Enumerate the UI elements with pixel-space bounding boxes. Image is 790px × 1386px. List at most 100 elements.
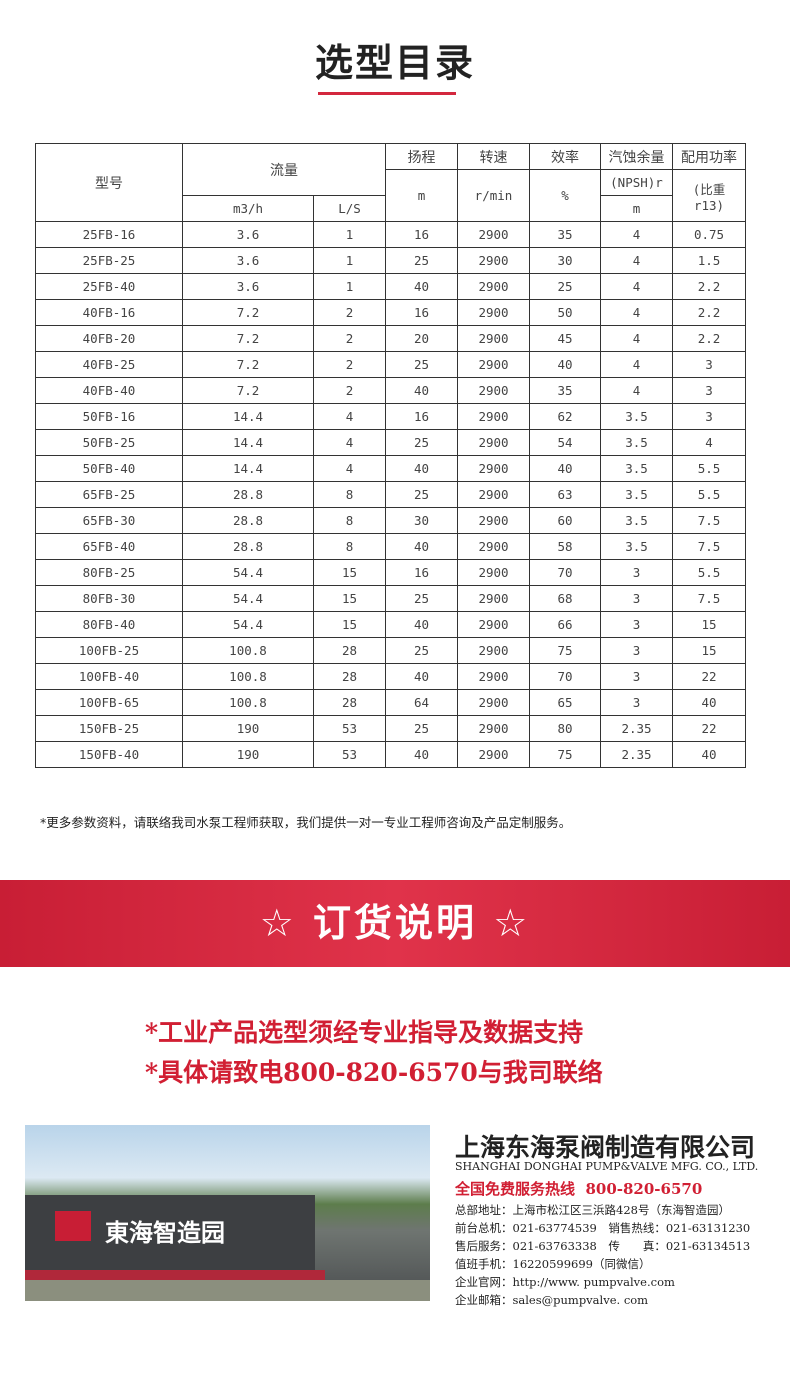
table-cell: 3.6 (182, 221, 314, 248)
table-cell: 2900 (457, 221, 530, 248)
table-cell: 65FB-25 (35, 481, 183, 508)
flower-bed (25, 1270, 325, 1280)
table-cell: 28 (313, 689, 386, 716)
header-efficiency: 效率 (529, 143, 601, 170)
table-cell: 20 (385, 325, 458, 352)
front-desk: 前台总机：021-63774539 销售热线：021-63131230 (455, 1221, 751, 1235)
table-cell: 2 (313, 351, 386, 378)
table-cell: 5.5 (672, 455, 746, 482)
table-cell: 7.2 (182, 299, 314, 326)
table-cell: 16 (385, 403, 458, 430)
header-npsh-unit: m (600, 195, 673, 222)
table-cell: 16 (385, 299, 458, 326)
table-cell: 65FB-30 (35, 507, 183, 534)
table-cell: 150FB-25 (35, 715, 183, 742)
header-power-sub: (比重r13) (672, 169, 746, 222)
table-cell: 40 (385, 741, 458, 768)
table-cell: 4 (600, 325, 673, 352)
table-cell: 28.8 (182, 533, 314, 560)
table-cell: 15 (313, 585, 386, 612)
header-npsh-sub: (NPSH)r (600, 169, 673, 196)
table-cell: 3.5 (600, 533, 673, 560)
table-cell: 40 (385, 611, 458, 638)
table-cell: 4 (600, 221, 673, 248)
table-cell: 4 (600, 247, 673, 274)
table-cell: 30 (529, 247, 601, 274)
table-cell: 28 (313, 663, 386, 690)
table-row: 25FB-16 3.6 1 16 2900 35 4 0.75 (35, 221, 746, 248)
header-speed-unit: r/min (457, 169, 530, 222)
selection-table: 型号 流量 扬程 转速 效率 汽蚀余量 配用功率 m r/min % (NPSH… (35, 143, 746, 768)
table-cell: 100.8 (182, 663, 314, 690)
company-logo-icon (55, 1211, 91, 1241)
table-cell: 54 (529, 429, 601, 456)
table-cell: 150FB-40 (35, 741, 183, 768)
footnote: *更多参数资料，请联络我司水泵工程师获取，我们提供一对一专业工程师咨询及产品定制… (40, 815, 572, 830)
table-cell: 4 (313, 403, 386, 430)
header-eff-unit: % (529, 169, 601, 222)
table-cell: 25 (385, 351, 458, 378)
company-name: 上海东海泵阀制造有限公司 (455, 1133, 756, 1162)
table-cell: 3.6 (182, 273, 314, 300)
table-row: 150FB-40 190 53 40 2900 75 2.35 40 (35, 741, 746, 768)
table-cell: 80 (529, 715, 601, 742)
table-cell: 2900 (457, 637, 530, 664)
table-cell: 16 (385, 559, 458, 586)
table-cell: 25FB-16 (35, 221, 183, 248)
table-cell: 4 (672, 429, 746, 456)
header-head: 扬程 (385, 143, 458, 170)
table-cell: 5.5 (672, 481, 746, 508)
table-cell: 2900 (457, 481, 530, 508)
table-cell: 40 (385, 377, 458, 404)
website[interactable]: 企业官网：http://www. pumpvalve.com (455, 1275, 675, 1289)
email[interactable]: 企业邮箱：sales@pumpvalve. com (455, 1293, 649, 1307)
table-cell: 75 (529, 637, 601, 664)
table-cell: 3 (672, 351, 746, 378)
table-row: 50FB-16 14.4 4 16 2900 62 3.5 3 (35, 403, 746, 430)
table-cell: 60 (529, 507, 601, 534)
table-cell: 3 (672, 403, 746, 430)
table-row: 80FB-25 54.4 15 16 2900 70 3 5.5 (35, 559, 746, 586)
ground (25, 1280, 430, 1301)
title-underline (318, 92, 456, 95)
table-cell: 3.5 (600, 403, 673, 430)
table-cell: 40FB-40 (35, 377, 183, 404)
table-row: 40FB-16 7.2 2 16 2900 50 4 2.2 (35, 299, 746, 326)
table-cell: 2900 (457, 247, 530, 274)
table-row: 150FB-25 190 53 25 2900 80 2.35 22 (35, 715, 746, 742)
table-cell: 70 (529, 559, 601, 586)
table-cell: 3 (600, 559, 673, 586)
table-cell: 2900 (457, 741, 530, 768)
table-cell: 15 (672, 637, 746, 664)
table-cell: 2900 (457, 351, 530, 378)
table-cell: 7.5 (672, 533, 746, 560)
table-cell: 8 (313, 507, 386, 534)
table-row: 50FB-25 14.4 4 25 2900 54 3.5 4 (35, 429, 746, 456)
table-row: 65FB-30 28.8 8 30 2900 60 3.5 7.5 (35, 507, 746, 534)
table-cell: 100FB-40 (35, 663, 183, 690)
table-cell: 100FB-65 (35, 689, 183, 716)
header-speed: 转速 (457, 143, 530, 170)
table-cell: 4 (600, 299, 673, 326)
table-cell: 40 (385, 533, 458, 560)
table-cell: 54.4 (182, 611, 314, 638)
table-cell: 2.2 (672, 273, 746, 300)
table-cell: 25 (385, 247, 458, 274)
table-cell: 2.2 (672, 299, 746, 326)
table-cell: 2900 (457, 663, 530, 690)
table-cell: 64 (385, 689, 458, 716)
table-cell: 50FB-40 (35, 455, 183, 482)
table-cell: 40 (385, 273, 458, 300)
table-cell: 35 (529, 221, 601, 248)
table-cell: 2 (313, 325, 386, 352)
table-cell: 22 (672, 715, 746, 742)
table-row: 100FB-25 100.8 28 25 2900 75 3 15 (35, 637, 746, 664)
table-cell: 100.8 (182, 637, 314, 664)
table-row: 80FB-40 54.4 15 40 2900 66 3 15 (35, 611, 746, 638)
address: 总部地址：上海市松江区三浜路428号（东海智造园） (455, 1203, 730, 1217)
table-cell: 14.4 (182, 429, 314, 456)
table-cell: 1.5 (672, 247, 746, 274)
order-line-1: *工业产品选型须经专业指导及数据支持 (145, 1018, 584, 1047)
table-cell: 25FB-25 (35, 247, 183, 274)
table-cell: 25 (385, 637, 458, 664)
